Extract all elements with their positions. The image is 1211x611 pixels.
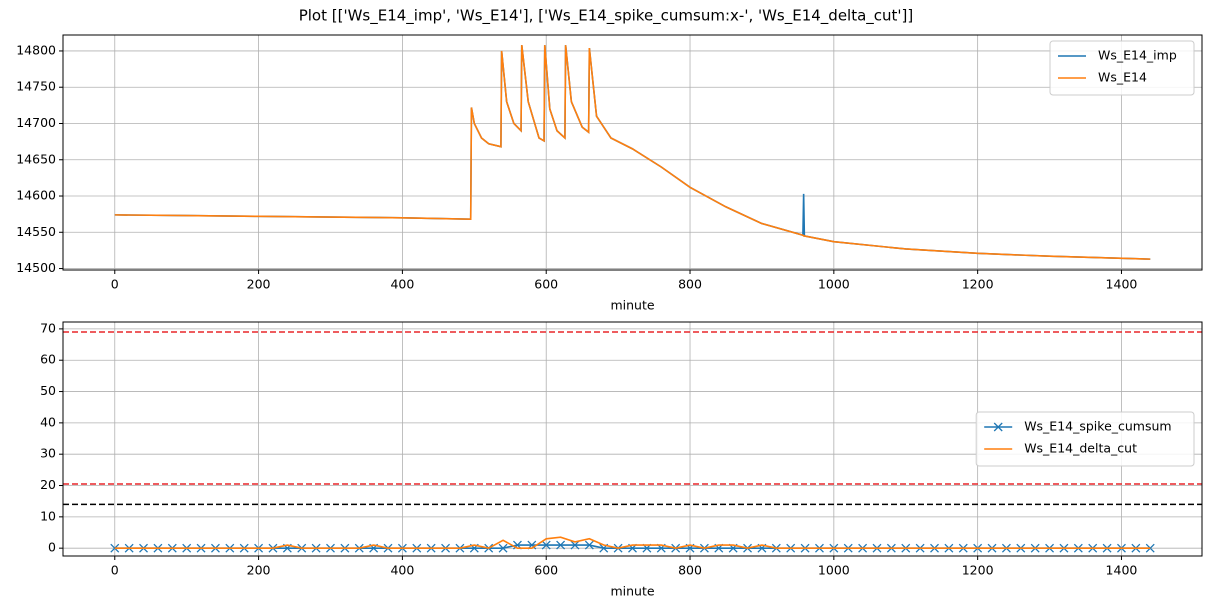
axes: 0 200 400 600 800 1000 1200 1400 0 10 20 30 40 50 60 70… <box>40 320 1203 599</box>
x-tick-label: 1200 <box>962 563 994 578</box>
marker <box>498 543 508 553</box>
axes-frame <box>62 321 1203 557</box>
legend-label: Ws_E14_spike_cumsum <box>1024 419 1171 434</box>
x-tick-label: 800 <box>678 563 702 578</box>
y-tick-label: 40 <box>40 414 56 429</box>
marker <box>570 540 580 550</box>
y-tick-label: 14600 <box>16 188 56 203</box>
y-tick-label: 14500 <box>16 260 56 275</box>
x-tick-label: 1000 <box>818 277 850 292</box>
axes-frame <box>62 34 1203 271</box>
x-tick-label: 200 <box>247 277 271 292</box>
x-tick-label: 1000 <box>818 563 850 578</box>
y-tick-label: 20 <box>40 477 56 492</box>
y-tick-label: 14750 <box>16 79 56 94</box>
y-tick-label: 14700 <box>16 115 56 130</box>
plot-area <box>114 45 1151 260</box>
y-tick-label: 30 <box>40 446 56 461</box>
x-axis-label: minute <box>610 298 654 313</box>
y-tick-label: 14650 <box>16 151 56 166</box>
y-tick-label: 0 <box>48 540 56 555</box>
legend-label: Ws_E14_delta_cut <box>1024 441 1137 456</box>
x-axis-label: minute <box>610 584 654 599</box>
series-line <box>114 45 1151 260</box>
x-tick-label: 800 <box>678 277 702 292</box>
x-tick-label: 0 <box>111 563 119 578</box>
x-tick-label: 1400 <box>1106 563 1138 578</box>
x-tick-label: 600 <box>534 277 558 292</box>
x-tick-label: 1200 <box>962 277 994 292</box>
legend-box <box>1049 40 1195 96</box>
y-tick-label: 50 <box>40 383 56 398</box>
legend-label: Ws_E14_imp <box>1098 48 1177 63</box>
figure-title: Plot [['Ws_E14_imp', 'Ws_E14'], ['Ws_E14… <box>299 7 914 26</box>
plot-area <box>63 331 1202 553</box>
x-tick-label: 400 <box>390 563 414 578</box>
marker <box>541 540 551 550</box>
legend-box <box>975 411 1195 467</box>
x-tick-label: 1400 <box>1106 277 1138 292</box>
axes: 0 200 400 600 800 1000 1200 1400 14500 14550 14600… <box>16 34 1203 313</box>
legend-label: Ws_E14 <box>1098 70 1147 85</box>
y-tick-label: 70 <box>40 320 56 335</box>
y-tick-label: 14550 <box>16 224 56 239</box>
legend-marker <box>993 422 1003 432</box>
marker <box>556 540 566 550</box>
x-tick-label: 600 <box>534 563 558 578</box>
series-line <box>114 536 1151 550</box>
y-tick-label: 10 <box>40 508 56 523</box>
x-tick-label: 0 <box>111 277 119 292</box>
y-tick-label: 14800 <box>16 42 56 57</box>
marker <box>584 540 594 550</box>
y-tick-label: 60 <box>40 352 56 367</box>
x-tick-label: 200 <box>247 563 271 578</box>
x-tick-label: 400 <box>390 277 414 292</box>
